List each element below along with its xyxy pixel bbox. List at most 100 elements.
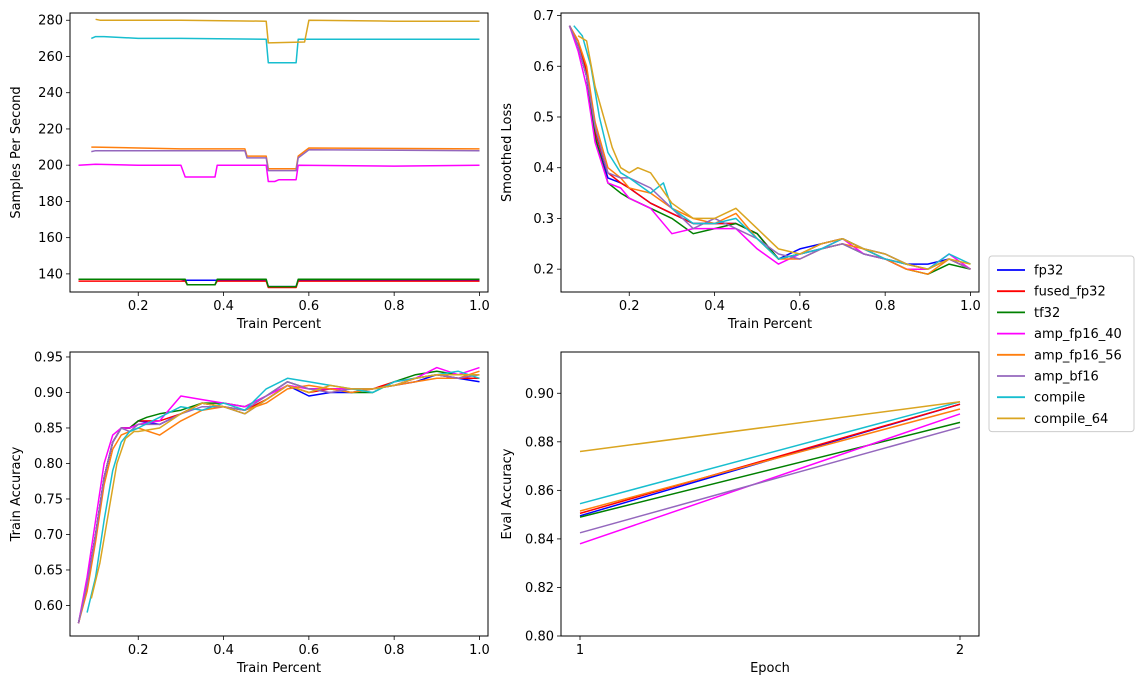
eval-accuracy-chart: [557, 351, 980, 640]
series-line-amp_fp16_40: [77, 366, 480, 624]
x-tick-label: 1.0: [469, 299, 490, 314]
x-tick-label: 0.8: [384, 643, 405, 658]
x-tick-label: 0.8: [384, 299, 405, 314]
y-tick-label: 0.88: [525, 435, 554, 450]
x-tick-label: 0.4: [704, 299, 725, 314]
x-axis-label: Train Percent: [236, 661, 321, 676]
x-tick-label: 0.2: [128, 299, 149, 314]
y-tick-label: 0.90: [34, 386, 63, 401]
axes-frame: [69, 351, 489, 637]
legend: fp32 fused_fp32 tf32 amp_fp16_40 amp_fp16_56…: [988, 255, 1135, 433]
y-tick-label: 0.90: [525, 387, 554, 402]
series-line-amp_fp16_40: [579, 413, 961, 545]
series-line-compile_64: [579, 401, 961, 453]
series-line-compile_64: [90, 373, 480, 599]
y-tick-label: 0.2: [533, 263, 554, 278]
x-tick-label: 1: [576, 643, 584, 658]
x-tick-label: 0.2: [128, 643, 149, 658]
axes-frame: [560, 12, 980, 293]
series-line-compile_64: [95, 18, 480, 44]
legend-entry-fp32: fp32: [1034, 264, 1063, 279]
series-line-amp_fp16_40: [78, 163, 480, 183]
series-line-amp_fp16_56: [77, 370, 480, 624]
x-tick-label: 0.6: [299, 643, 320, 658]
legend-entry-amp_fp16_56: amp_fp16_56: [1034, 348, 1122, 363]
y-axis-label: Smoothed Loss: [500, 103, 515, 202]
legend-entry-tf32: tf32: [1034, 306, 1060, 321]
train-accuracy-chart: [66, 351, 489, 640]
y-tick-label: 220: [38, 122, 63, 137]
series-line-compile_64: [577, 35, 971, 270]
x-tick-label: 1.0: [469, 643, 490, 658]
series-line-compile: [86, 370, 480, 613]
legend-entry-fused_fp32: fused_fp32: [1034, 285, 1106, 300]
series-line-amp_fp16_56: [568, 25, 971, 275]
y-tick-label: 0.5: [533, 110, 554, 125]
axes-frame: [560, 351, 980, 637]
y-axis-label: Train Accuracy: [9, 446, 24, 542]
series-line-amp_bf16: [77, 373, 480, 624]
x-tick-label: 0.8: [875, 299, 896, 314]
x-tick-label: 0.6: [790, 299, 811, 314]
x-tick-label: 0.6: [299, 299, 320, 314]
y-tick-label: 0.60: [34, 599, 63, 614]
y-tick-label: 280: [38, 14, 63, 29]
y-tick-label: 180: [38, 195, 63, 210]
legend-entry-compile_64: compile_64: [1034, 412, 1108, 427]
legend-frame: [988, 255, 1135, 433]
legend-entry-amp_bf16: amp_bf16: [1034, 370, 1099, 385]
y-tick-label: 0.86: [525, 484, 554, 499]
series-line-tf32: [579, 421, 961, 518]
series-line-compile: [91, 35, 480, 64]
series-line-amp_fp16_40: [568, 25, 971, 270]
x-tick-label: 0.2: [619, 299, 640, 314]
y-tick-label: 260: [38, 50, 63, 65]
x-tick-label: 1.0: [960, 299, 981, 314]
x-tick-label: 0.4: [213, 299, 234, 314]
samples-per-second-chart: [66, 12, 489, 296]
series-line-amp_bf16: [91, 149, 480, 172]
y-tick-label: 0.70: [34, 528, 63, 543]
series-line-tf32: [568, 25, 971, 275]
series-line-compile: [579, 401, 961, 505]
axes-frame: [69, 12, 489, 293]
x-axis-label: Epoch: [750, 661, 790, 676]
legend-entry-amp_fp16_40: amp_fp16_40: [1034, 327, 1122, 342]
series-line-fused_fp32: [579, 403, 961, 515]
series-line-tf32: [78, 278, 480, 288]
series-line-fused_fp32: [77, 373, 480, 624]
y-tick-label: 140: [38, 267, 63, 282]
y-tick-label: 0.65: [34, 563, 63, 578]
y-tick-label: 240: [38, 86, 63, 101]
y-tick-label: 0.7: [533, 9, 554, 24]
x-axis-label: Train Percent: [236, 317, 321, 332]
series-line-amp_fp16_56: [579, 408, 961, 512]
series-line-fused_fp32: [568, 25, 971, 270]
series-line-fp32: [77, 373, 480, 624]
y-tick-label: 0.75: [34, 492, 63, 507]
y-tick-label: 0.95: [34, 350, 63, 365]
y-tick-label: 0.80: [525, 630, 554, 645]
y-tick-label: 0.3: [533, 212, 554, 227]
series-line-amp_fp16_56: [91, 146, 480, 170]
x-tick-label: 2: [956, 643, 964, 658]
y-axis-label: Eval Accuracy: [500, 448, 515, 539]
y-tick-label: 0.6: [533, 60, 554, 75]
x-tick-label: 0.4: [213, 643, 234, 658]
series-line-compile: [573, 25, 971, 270]
y-tick-label: 0.84: [525, 532, 554, 547]
y-tick-label: 160: [38, 231, 63, 246]
smoothed-loss-chart: [557, 12, 980, 296]
y-tick-label: 0.85: [34, 421, 63, 436]
y-axis-label: Samples Per Second: [9, 86, 24, 218]
x-axis-label: Train Percent: [727, 317, 812, 332]
y-tick-label: 0.4: [533, 161, 554, 176]
y-tick-label: 200: [38, 159, 63, 174]
y-tick-label: 0.80: [34, 457, 63, 472]
series-line-tf32: [77, 370, 480, 624]
series-line-fp32: [568, 25, 971, 270]
legend-entry-compile: compile: [1034, 391, 1085, 406]
series-line-amp_bf16: [568, 25, 971, 270]
y-tick-label: 0.82: [525, 581, 554, 596]
